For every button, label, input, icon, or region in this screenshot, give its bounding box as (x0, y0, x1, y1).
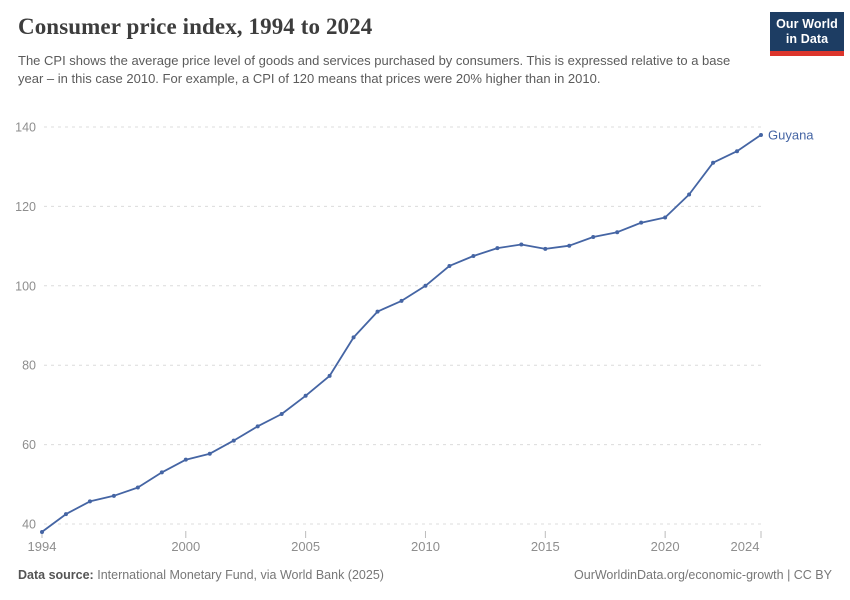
y-tick-label: 80 (22, 359, 36, 373)
data-point[interactable] (207, 451, 212, 456)
data-point[interactable] (303, 393, 308, 398)
data-point[interactable] (423, 283, 428, 288)
data-point[interactable] (375, 309, 380, 314)
y-tick-label: 60 (22, 438, 36, 452)
x-tick-label: 2015 (531, 539, 560, 554)
y-tick-label: 40 (22, 518, 36, 532)
data-point[interactable] (87, 499, 92, 504)
data-point[interactable] (183, 457, 188, 462)
y-tick-label: 140 (15, 121, 36, 135)
data-point[interactable] (519, 242, 524, 247)
page-title: Consumer price index, 1994 to 2024 (18, 14, 373, 39)
y-tick-label: 120 (15, 200, 36, 214)
data-point[interactable] (663, 215, 668, 220)
data-point[interactable] (351, 335, 356, 340)
data-point[interactable] (399, 298, 404, 303)
chart-subtitle: The CPI shows the average price level of… (18, 53, 731, 86)
cpi-line-guyana[interactable] (41, 134, 762, 533)
chart-footer: Data source: International Monetary Fund… (18, 568, 832, 582)
data-point[interactable] (40, 529, 44, 534)
y-tick-label: 100 (15, 279, 36, 293)
data-point[interactable] (471, 254, 476, 259)
data-point[interactable] (111, 493, 116, 498)
x-tick-label: 2024 (731, 539, 760, 554)
data-source: Data source: International Monetary Fund… (18, 568, 384, 582)
data-point[interactable] (735, 149, 740, 154)
data-point[interactable] (63, 512, 68, 517)
data-point[interactable] (567, 243, 572, 248)
x-tick-label: 2005 (291, 539, 320, 554)
x-tick-label: 2000 (171, 539, 200, 554)
data-source-value: International Monetary Fund, via World B… (97, 568, 384, 582)
data-point[interactable] (591, 234, 596, 239)
data-point[interactable] (327, 373, 332, 378)
series-end-label[interactable]: Guyana (768, 127, 814, 142)
owid-logo-line1: Our World (776, 17, 838, 31)
data-point[interactable] (447, 263, 452, 268)
data-point[interactable] (159, 470, 164, 475)
x-tick-label: 1994 (28, 539, 57, 554)
data-point[interactable] (639, 220, 644, 225)
data-point[interactable] (135, 485, 140, 490)
data-point[interactable] (711, 160, 716, 165)
owid-logo-line2: in Data (785, 32, 829, 46)
x-tick-label: 2020 (651, 539, 680, 554)
data-point[interactable] (543, 246, 548, 251)
attribution-link[interactable]: OurWorldinData.org/economic-growth | CC … (574, 568, 832, 582)
data-point[interactable] (759, 132, 763, 137)
data-point[interactable] (687, 192, 692, 197)
data-point[interactable] (615, 230, 620, 235)
data-point[interactable] (231, 438, 236, 443)
x-tick-label: 2010 (411, 539, 440, 554)
data-point[interactable] (255, 424, 260, 429)
data-point[interactable] (495, 246, 500, 251)
data-point[interactable] (279, 412, 284, 417)
data-source-label: Data source: (18, 568, 94, 582)
owid-logo: Our World in Data (770, 12, 844, 56)
